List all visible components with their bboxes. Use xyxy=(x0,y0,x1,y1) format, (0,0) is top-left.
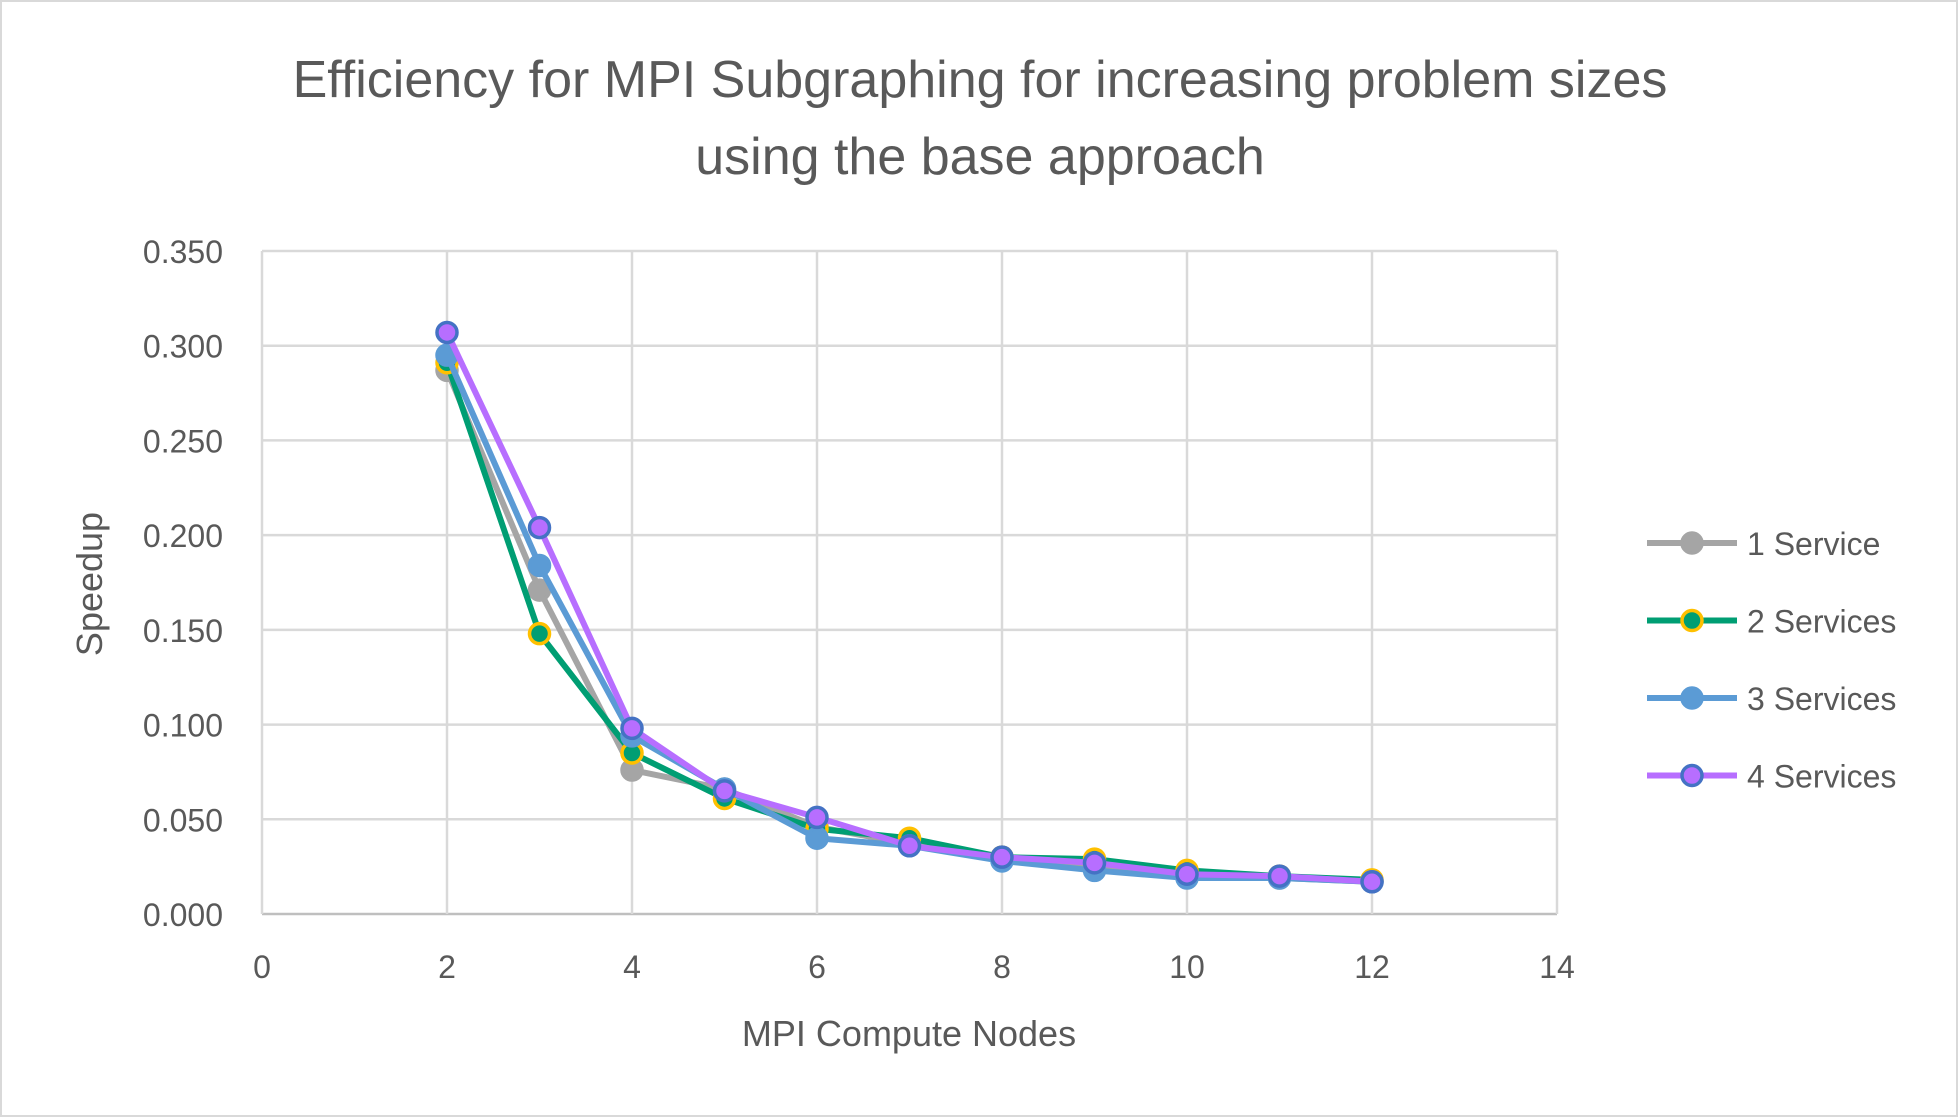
x-tick-labels: 0 2 4 6 8 10 12 14 xyxy=(253,949,1575,985)
data-point xyxy=(990,845,1014,869)
y-tick-label: 0.300 xyxy=(143,329,223,365)
legend-label: 3 Services xyxy=(1747,681,1896,717)
x-axis-label: MPI Compute Nodes xyxy=(742,1013,1076,1054)
x-tick-label: 2 xyxy=(438,949,456,985)
data-point xyxy=(527,621,552,646)
chart-title-line-2: using the base approach xyxy=(695,128,1265,186)
data-point xyxy=(620,716,644,741)
legend-marker xyxy=(1680,763,1704,788)
data-point xyxy=(805,826,829,850)
data-point xyxy=(527,515,552,540)
legend-marker xyxy=(1680,531,1704,555)
y-tick-label: 0.000 xyxy=(143,897,223,933)
y-axis-label: Speedup xyxy=(69,512,110,656)
y-tick-label: 0.250 xyxy=(143,423,223,459)
x-tick-label: 12 xyxy=(1354,949,1390,985)
data-point xyxy=(435,320,459,345)
x-tick-label: 10 xyxy=(1169,949,1205,985)
series-lines xyxy=(435,320,1384,894)
data-point xyxy=(805,805,829,830)
data-point xyxy=(1267,864,1292,888)
legend-marker xyxy=(1680,608,1704,633)
data-point xyxy=(527,553,552,578)
data-point xyxy=(1175,862,1199,886)
legend: 1 Service 2 Services 3 Services 4 Services xyxy=(1647,526,1896,795)
x-tick-label: 8 xyxy=(993,949,1011,985)
data-point xyxy=(1082,851,1107,875)
x-tick-label: 14 xyxy=(1539,949,1575,985)
x-tick-label: 0 xyxy=(253,949,271,985)
legend-label: 1 Service xyxy=(1747,526,1880,562)
data-point xyxy=(897,834,922,858)
legend-label: 4 Services xyxy=(1747,759,1896,795)
legend-label: 2 Services xyxy=(1747,604,1896,640)
y-tick-label: 0.200 xyxy=(143,518,223,554)
y-tick-label: 0.100 xyxy=(143,708,223,744)
data-point xyxy=(712,779,737,803)
x-tick-label: 4 xyxy=(623,949,641,985)
series-line xyxy=(444,353,1373,885)
chart-title-line-1: Efficiency for MPI Subgraphing for incre… xyxy=(293,51,1668,109)
y-tick-label: 0.050 xyxy=(143,802,223,838)
series-line xyxy=(444,331,1373,885)
y-tick-label: 0.350 xyxy=(143,234,223,270)
x-tick-label: 6 xyxy=(808,949,826,985)
data-point xyxy=(1360,870,1384,894)
legend-marker xyxy=(1680,686,1704,710)
y-tick-label: 0.150 xyxy=(143,613,223,649)
y-tick-labels: 0.000 0.050 0.100 0.150 0.200 0.250 0.300 0.350 xyxy=(143,234,223,933)
